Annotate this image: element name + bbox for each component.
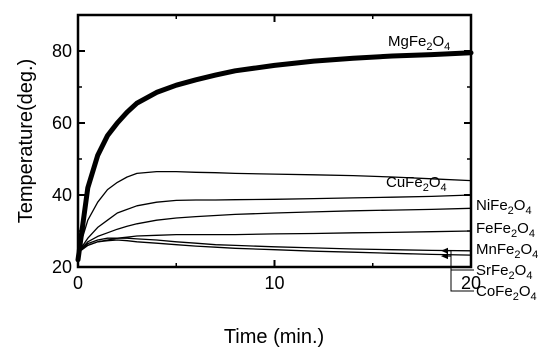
x-tick-label: 10 [264,273,284,293]
series-line-cufe2o4 [77,170,472,254]
series-line-srfe2o4 [77,237,472,254]
series-label-mnfe2o4: MnFe2O4 [476,241,538,261]
x-axis-label: Time (min.) [224,326,324,348]
series-line-cofe2o4 [77,239,472,256]
series-label-srfe2o4: SrFe2O4 [476,262,532,282]
series-line-nife2o4 [77,194,472,254]
series-layer [75,50,474,263]
label-leader-arrowhead [441,253,448,260]
series-label-cufe2o4: CuFe2O4 [386,174,447,194]
series-line-fefe2o4 [77,207,472,254]
y-tick-label: 60 [52,113,72,133]
label-leader-line [450,256,474,292]
x-tick-label: 20 [461,273,481,293]
series-label-cofe2o4: CoFe2O4 [476,283,537,303]
series-label-mgfe2o4: MgFe2O4 [388,33,450,53]
series-label-fefe2o4: FeFe2O4 [476,220,535,240]
series-labels-layer: MgFe2O4 CuFe2O4 NiFe2O4 FeFe2O4MnFe2O4SrFe2… [386,33,538,303]
y-axis-label: Temperature(deg.) [15,59,37,224]
x-tick-label: 0 [73,273,83,293]
label-leader-arrowhead [441,247,448,254]
series-line-mgfe2o4 [75,50,474,263]
y-tick-label: 80 [52,41,72,61]
series-label-nife2o4: NiFe2O4 [476,197,532,217]
ticks-layer: 0 10 20 20 40 60 80 [52,15,481,293]
y-tick-label: 20 [52,257,72,277]
y-tick-label: 40 [52,185,72,205]
